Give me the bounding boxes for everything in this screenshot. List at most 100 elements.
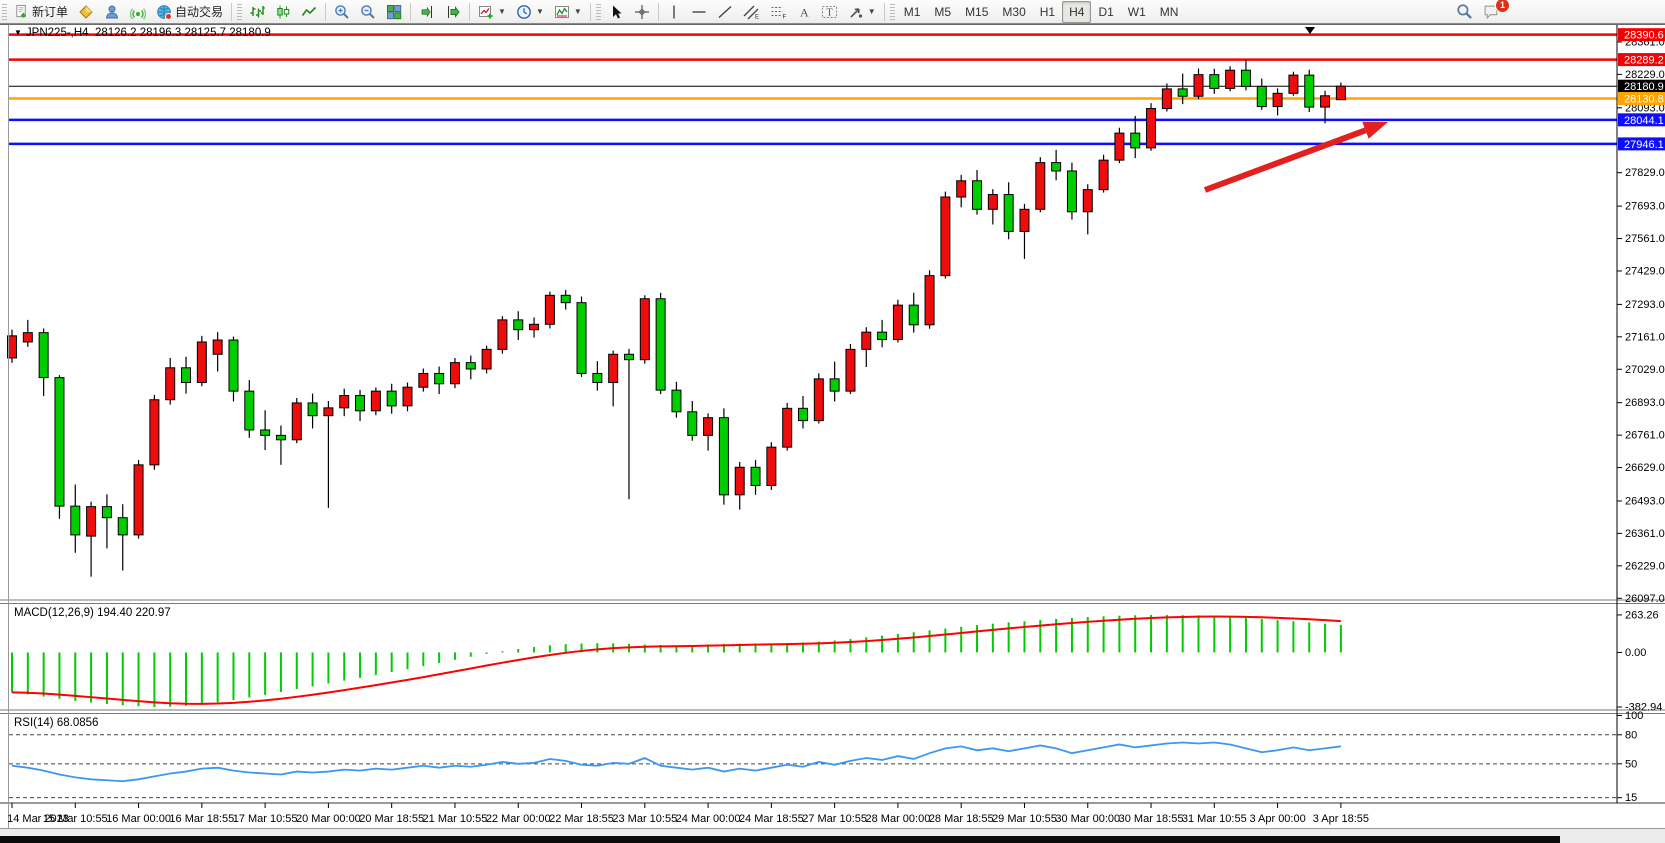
chart-shift-marker[interactable]: [1305, 27, 1315, 34]
timeframe-button-mn[interactable]: MN: [1159, 4, 1179, 19]
cursor-button[interactable]: [603, 1, 629, 23]
timeframe-button-d1[interactable]: D1: [1098, 4, 1114, 19]
text-label-tool[interactable]: T: [816, 1, 843, 23]
timeframe-button-h4[interactable]: H4: [1062, 0, 1092, 23]
time-tick-label: 16 Mar 00:00: [106, 813, 171, 825]
candle-body-bull: [861, 331, 872, 350]
auto-scroll-icon: [421, 5, 433, 18]
candle-body-bear: [1130, 132, 1141, 149]
dropdown-caret: ▼: [535, 7, 544, 16]
channel-tool[interactable]: E: [738, 1, 765, 23]
price-badge: 27946.1: [1618, 137, 1665, 151]
candle: [1019, 203, 1030, 259]
signal-button[interactable]: [125, 1, 151, 23]
candle: [133, 459, 144, 539]
trendline-tool[interactable]: [712, 1, 738, 23]
timeframe-button-m5[interactable]: M5: [934, 4, 952, 19]
candle: [1003, 182, 1014, 240]
candle-body-bull: [940, 196, 951, 277]
vertical-line-icon: [673, 5, 675, 18]
candle: [972, 169, 983, 215]
timeframe-button-h1[interactable]: H1: [1039, 4, 1056, 19]
gold-diamond-icon: [78, 4, 94, 20]
text-label-icon: T: [821, 5, 837, 18]
zoom-out-button[interactable]: [355, 1, 381, 23]
chart-line-button[interactable]: [296, 1, 322, 23]
candle: [1082, 184, 1093, 235]
chart-shift-button[interactable]: [440, 1, 466, 23]
candle-body-bull: [22, 332, 33, 343]
shapes-dropdown[interactable]: ▼: [843, 1, 881, 23]
crosshair-icon: [634, 4, 649, 19]
candle-body-bull: [212, 339, 223, 355]
arrow-head: [1362, 121, 1388, 139]
candle: [1256, 78, 1267, 110]
candle: [465, 355, 476, 380]
zoom-in-icon: [335, 4, 349, 19]
candle: [608, 350, 619, 407]
toolbar-grip[interactable]: [2, 3, 7, 20]
price-tick-label: 27293.0: [1625, 299, 1665, 311]
candle: [449, 357, 460, 389]
time-tick-label: 3 Apr 18:55: [1313, 813, 1369, 825]
candle: [70, 484, 81, 553]
macd-tick-label: 263.26: [1625, 609, 1659, 621]
periods-dropdown[interactable]: ▼: [511, 1, 549, 23]
new-chart-dropdown[interactable]: ▼: [473, 1, 511, 23]
tile-windows-button[interactable]: [381, 1, 407, 23]
candle-body-bear: [1177, 88, 1188, 97]
candle-body-bull: [481, 348, 492, 370]
timeframe-button-m15[interactable]: M15: [965, 4, 989, 19]
time-tick-label: 3 Apr 00:00: [1249, 813, 1305, 825]
candle: [671, 381, 682, 418]
timeframe-button-m1[interactable]: M1: [903, 4, 921, 19]
chart-bars-button[interactable]: [244, 1, 270, 23]
indicators-dropdown[interactable]: ▼: [549, 1, 587, 23]
search-button[interactable]: [1451, 1, 1478, 23]
price-tick-label: 28229.0: [1625, 69, 1665, 81]
trend-arrow-annotation[interactable]: [1203, 121, 1388, 193]
auto-trading-button[interactable]: 自动交易: [151, 1, 228, 23]
candle-body-bear: [671, 389, 682, 413]
chart-candles-button[interactable]: [270, 1, 296, 23]
new-order-button[interactable]: 新订单: [9, 1, 73, 23]
vertical-line-tool[interactable]: [662, 1, 686, 23]
candle-body-bull: [196, 341, 207, 384]
price-tick-label: 27429.0: [1625, 265, 1665, 277]
timeframe-button-w1[interactable]: W1: [1127, 4, 1146, 19]
crosshair-button[interactable]: [629, 1, 655, 23]
auto-scroll-button[interactable]: [414, 1, 440, 23]
candle: [1272, 88, 1283, 116]
price-badge-rect: [1618, 92, 1665, 106]
fibonacci-tool[interactable]: F: [765, 1, 792, 23]
text-tool[interactable]: A: [792, 1, 816, 23]
zoom-in-button[interactable]: [329, 1, 355, 23]
price-badge-text: 28289.2: [1624, 55, 1664, 67]
candle-body-bear: [908, 304, 919, 326]
candle: [956, 174, 967, 208]
signal-icon: [130, 4, 147, 20]
candle-body-bear: [560, 294, 571, 304]
horizontal-line-tool[interactable]: [686, 1, 712, 23]
chart-canvas[interactable]: 28361.028229.028093.027829.027693.027561…: [0, 24, 1665, 843]
rsi-tick-label: 100: [1625, 710, 1643, 722]
chart-window[interactable]: 28361.0 28229.0 28093.0 27829.0 27693.0 27561…: [0, 24, 1665, 843]
candle: [1035, 157, 1046, 213]
notifications-button[interactable]: 1: [1478, 0, 1510, 23]
price-tick-label: 27829.0: [1625, 167, 1665, 179]
candle: [813, 373, 824, 424]
candle-body-bear: [1066, 170, 1077, 213]
profile-button[interactable]: [99, 1, 125, 23]
timeframe-button-m30[interactable]: M30: [1002, 4, 1026, 19]
candle-body-bull: [149, 399, 160, 466]
globe-icon badge-red: [156, 4, 173, 20]
candle-body-bull: [418, 372, 429, 388]
time-tick-label: 14 Mar 2023: [7, 813, 69, 825]
candle: [402, 382, 413, 412]
market-watch-button[interactable]: [73, 1, 99, 23]
candle-body-bull: [133, 464, 144, 536]
candle: [370, 387, 381, 416]
candle-body-bull: [1225, 69, 1236, 89]
candle-body-bull: [782, 407, 793, 448]
profile-icon: [104, 4, 120, 20]
